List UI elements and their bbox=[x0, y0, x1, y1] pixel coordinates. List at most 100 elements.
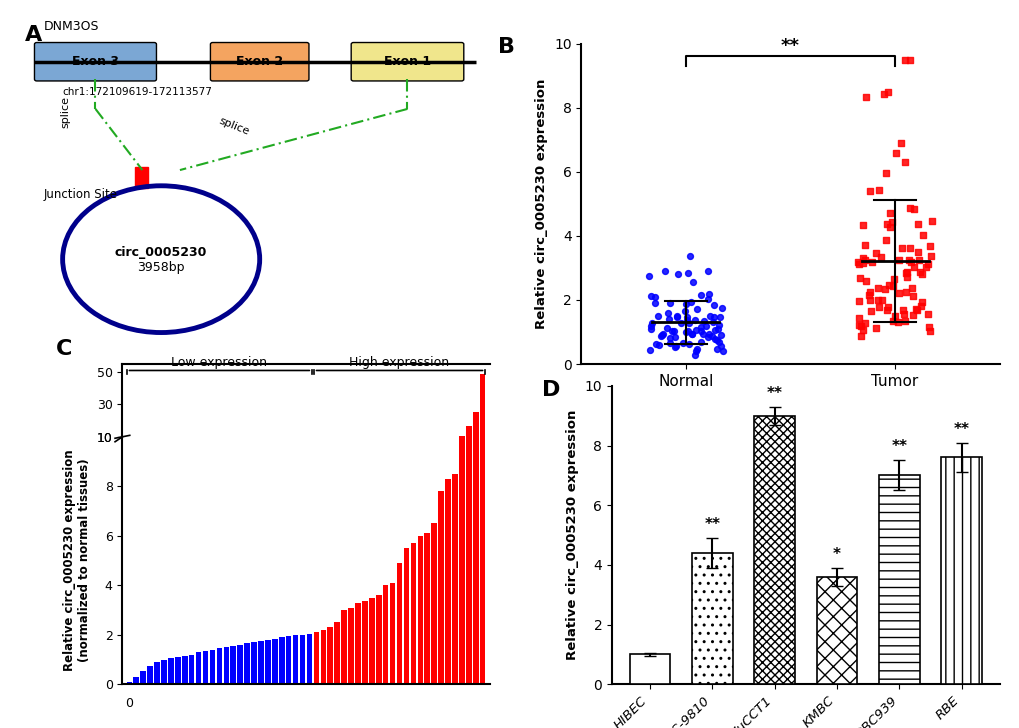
Point bbox=[650, 339, 666, 351]
Point bbox=[692, 325, 708, 336]
Bar bbox=[285, 450, 291, 453]
Point bbox=[660, 314, 677, 325]
FancyBboxPatch shape bbox=[35, 42, 156, 81]
Bar bbox=[300, 450, 305, 453]
Point bbox=[706, 324, 722, 336]
Point bbox=[667, 340, 684, 352]
Point bbox=[907, 303, 923, 314]
Point bbox=[695, 315, 711, 327]
Bar bbox=[272, 638, 277, 684]
Point bbox=[905, 203, 921, 215]
Point bbox=[672, 317, 688, 329]
Bar bbox=[334, 449, 339, 453]
Bar bbox=[216, 451, 222, 453]
Point bbox=[681, 338, 697, 349]
Bar bbox=[272, 450, 277, 453]
Point bbox=[647, 291, 663, 303]
Bar bbox=[424, 534, 430, 684]
Bar bbox=[376, 447, 381, 453]
Bar bbox=[878, 475, 919, 684]
Bar bbox=[466, 276, 471, 684]
Point bbox=[852, 331, 868, 342]
Text: chr1:172109619-172113577: chr1:172109619-172113577 bbox=[62, 87, 212, 97]
Point bbox=[876, 234, 893, 246]
Point bbox=[869, 282, 886, 294]
Point bbox=[665, 325, 682, 337]
Point bbox=[893, 242, 909, 254]
Bar bbox=[466, 427, 471, 453]
Point bbox=[699, 265, 715, 277]
Point bbox=[904, 309, 920, 321]
Bar bbox=[216, 649, 222, 684]
Bar bbox=[341, 448, 346, 453]
Text: splice: splice bbox=[60, 96, 70, 128]
Point bbox=[890, 254, 906, 266]
Point bbox=[875, 88, 892, 100]
Point bbox=[916, 261, 932, 272]
Bar bbox=[258, 641, 264, 684]
Point bbox=[668, 310, 685, 322]
Point bbox=[686, 314, 702, 326]
Point bbox=[891, 288, 907, 299]
Point bbox=[677, 306, 693, 317]
Point bbox=[897, 286, 913, 298]
Point bbox=[642, 290, 658, 302]
Bar bbox=[320, 630, 326, 684]
Text: Junction Site: Junction Site bbox=[44, 188, 118, 201]
Bar bbox=[417, 443, 423, 453]
Point bbox=[872, 251, 889, 263]
Point bbox=[642, 323, 658, 334]
Point bbox=[850, 319, 866, 331]
Point bbox=[680, 325, 696, 336]
Bar bbox=[133, 677, 139, 684]
Point bbox=[869, 183, 886, 195]
Bar bbox=[147, 665, 153, 684]
Bar bbox=[389, 446, 395, 453]
Point bbox=[898, 266, 914, 277]
Point bbox=[909, 218, 925, 230]
Point bbox=[683, 328, 699, 339]
Point bbox=[850, 256, 866, 268]
Bar bbox=[396, 445, 401, 453]
Point bbox=[854, 324, 870, 336]
Point bbox=[641, 271, 657, 282]
Point bbox=[710, 336, 727, 347]
Point bbox=[904, 290, 920, 302]
Point bbox=[879, 87, 896, 98]
Point bbox=[678, 298, 694, 310]
Bar bbox=[313, 450, 319, 453]
Point bbox=[709, 324, 726, 336]
Point bbox=[913, 268, 929, 280]
Text: Exon 1: Exon 1 bbox=[383, 55, 431, 68]
Bar bbox=[307, 450, 312, 453]
Point bbox=[856, 239, 872, 250]
Point bbox=[852, 272, 868, 284]
Bar bbox=[251, 450, 257, 453]
Bar bbox=[451, 439, 458, 453]
Point bbox=[854, 219, 870, 231]
Bar bbox=[431, 443, 436, 453]
Point bbox=[878, 218, 895, 230]
Point bbox=[903, 282, 919, 293]
Point bbox=[901, 202, 917, 214]
Bar bbox=[362, 448, 367, 453]
Bar bbox=[369, 447, 374, 453]
Bar bbox=[451, 474, 458, 684]
Bar bbox=[154, 662, 160, 684]
Text: splice: splice bbox=[217, 116, 251, 137]
Point bbox=[896, 315, 912, 327]
Bar bbox=[265, 450, 270, 453]
Point bbox=[908, 304, 924, 316]
Point bbox=[689, 304, 705, 315]
Point bbox=[910, 254, 926, 266]
Text: A: A bbox=[25, 25, 43, 45]
Point bbox=[898, 271, 914, 282]
Point bbox=[872, 294, 889, 306]
Point bbox=[860, 289, 876, 301]
Point bbox=[675, 337, 691, 349]
Point bbox=[699, 293, 715, 304]
Point bbox=[892, 138, 908, 149]
Text: DNM3OS: DNM3OS bbox=[44, 20, 99, 33]
Point bbox=[704, 317, 720, 328]
Point bbox=[850, 295, 866, 306]
